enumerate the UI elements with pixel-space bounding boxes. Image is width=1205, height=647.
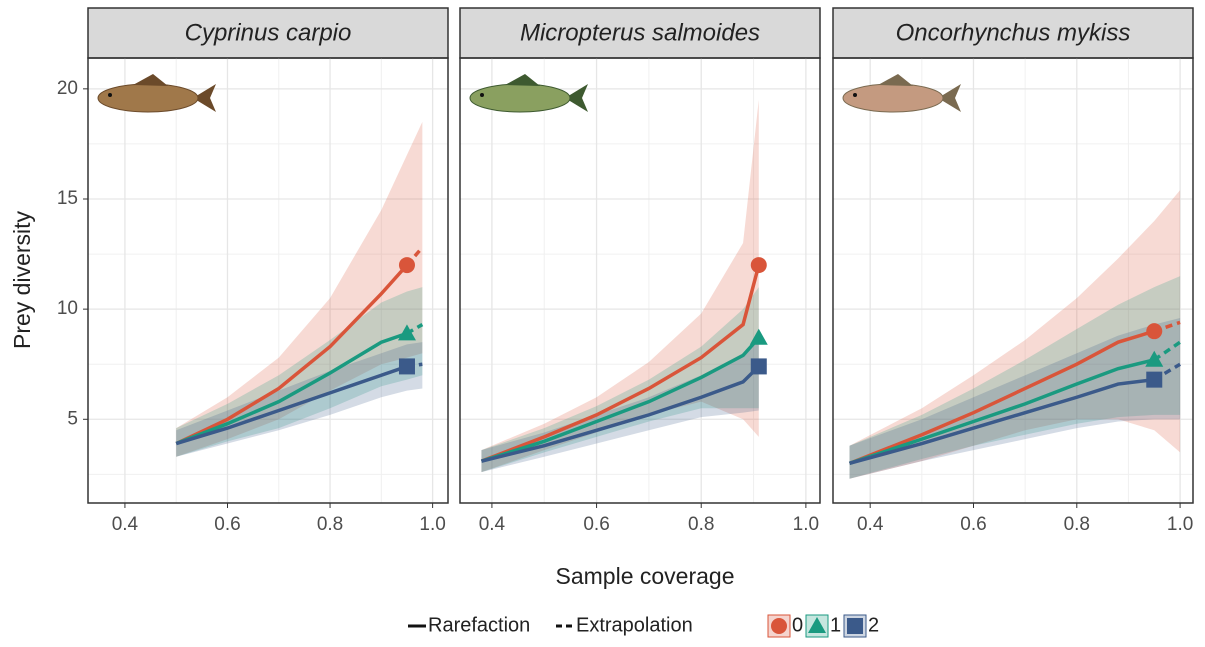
rarefaction-line [480, 264, 761, 463]
fish-tail [565, 84, 588, 112]
rarefaction-line [848, 358, 1155, 466]
x-tick-label: 0.4 [112, 514, 139, 535]
rarefaction-line [480, 336, 761, 463]
fish-body [469, 83, 571, 113]
legend-label: Rarefaction [428, 614, 530, 636]
x-tick-label: 0.6 [583, 514, 609, 535]
y-tick-label: 10 [57, 298, 78, 319]
point-marker [750, 257, 767, 274]
fish-fin [878, 74, 913, 86]
plot-layer [480, 99, 761, 473]
confidence-band [849, 190, 1181, 479]
y-tick-label: 5 [67, 408, 78, 429]
fish-tail [193, 84, 216, 112]
rarefaction-line [481, 365, 761, 463]
panel-bg [833, 58, 1193, 503]
x-tick-label: 0.8 [1064, 514, 1090, 535]
legend-label: 1 [830, 614, 841, 636]
confidence-band [481, 99, 759, 473]
point-marker [397, 324, 416, 341]
panel-border [87, 57, 449, 504]
x-tick-label: 1.0 [793, 514, 819, 535]
confidence-band [849, 317, 1181, 479]
x-tick-label: 1.0 [419, 514, 445, 535]
point-marker [398, 257, 415, 274]
y-tick-label: 15 [57, 188, 78, 209]
legend-label: 2 [868, 614, 879, 636]
panel-border [459, 57, 821, 504]
rarefaction-line [175, 364, 408, 446]
confidence-band [176, 121, 423, 457]
rarefaction-line [848, 329, 1155, 465]
x-axis-title: Sample coverage [556, 563, 735, 589]
confidence-band [481, 287, 759, 473]
x-tick-label: 0.4 [857, 514, 884, 535]
plot-layer [848, 190, 1182, 479]
y-axis-title: Prey diversity [9, 210, 35, 349]
x-tick-label: 0.8 [317, 514, 343, 535]
fish-fin [505, 74, 540, 86]
point-marker [1146, 323, 1163, 340]
point-marker [749, 328, 768, 345]
rarefaction-line [849, 377, 1155, 466]
fish-body [842, 83, 944, 113]
fish-body [97, 83, 199, 113]
point-marker [847, 618, 863, 634]
point-marker [771, 618, 787, 634]
rarefaction-line [175, 263, 409, 446]
strip-title: Cyprinus carpio [185, 19, 352, 46]
x-tick-label: 0.8 [688, 514, 714, 535]
legend-label: Extrapolation [576, 614, 693, 636]
confidence-band [176, 342, 423, 457]
fish-eye [108, 93, 112, 97]
extrapolation-line [1153, 340, 1182, 362]
x-tick-label: 0.6 [960, 514, 986, 535]
confidence-band [849, 276, 1181, 479]
point-marker [1145, 350, 1164, 367]
rarefaction-line [175, 331, 408, 446]
fish-fin [133, 74, 168, 86]
panel-bg [460, 58, 820, 503]
panel-border [832, 57, 1194, 504]
x-tick-label: 1.0 [1167, 514, 1193, 535]
strip-title: Micropterus salmoides [520, 19, 760, 46]
y-tick-label: 20 [57, 78, 78, 99]
strip-title: Oncorhynchus mykiss [896, 19, 1131, 46]
point-marker [1146, 371, 1163, 388]
point-marker [808, 617, 826, 633]
x-tick-label: 0.4 [479, 514, 506, 535]
strip [87, 7, 449, 59]
fish-eye [853, 93, 857, 97]
x-tick-label: 0.6 [214, 514, 240, 535]
strip [832, 7, 1194, 59]
fish-tail [938, 84, 961, 112]
panel-bg [88, 58, 448, 503]
point-marker [750, 358, 767, 375]
fish-eye [480, 93, 484, 97]
legend-label: 0 [792, 614, 803, 636]
point-marker [398, 358, 415, 375]
